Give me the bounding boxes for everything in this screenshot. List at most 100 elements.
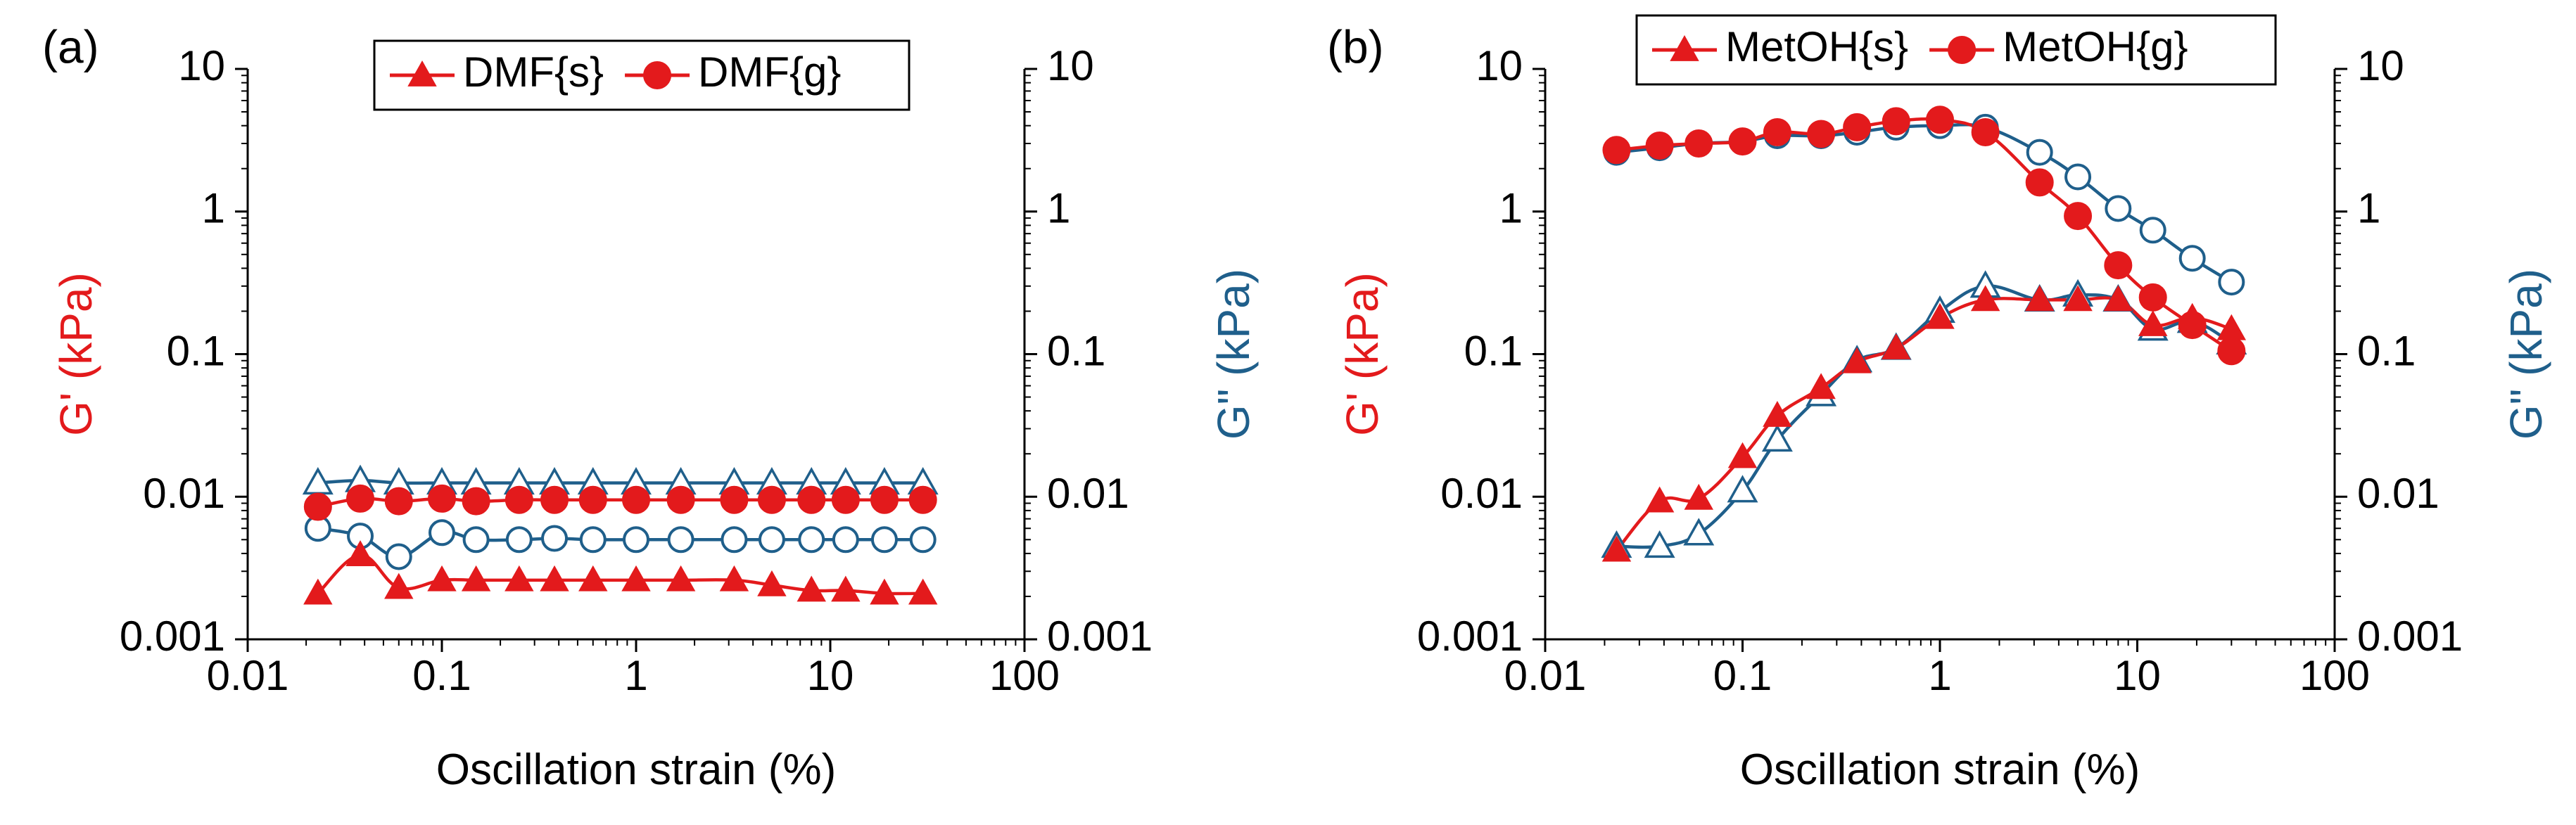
data-point	[578, 485, 607, 514]
x-tick-label: 100	[989, 652, 1060, 699]
data-point	[505, 565, 534, 591]
data-point	[1926, 105, 1954, 134]
y-tick-label-left: 0.01	[1440, 470, 1523, 517]
x-axis-title: Oscillation strain (%)	[1740, 746, 2140, 794]
data-point	[1761, 423, 1793, 452]
data-point	[720, 485, 749, 514]
data-point	[384, 573, 414, 599]
data-point	[666, 485, 695, 514]
data-point	[1842, 347, 1872, 373]
data-point	[870, 485, 899, 514]
legend-marker	[1670, 34, 1699, 61]
x-tick-label: 1	[624, 652, 647, 699]
data-point	[2138, 310, 2168, 336]
x-tick-label: 0.01	[1504, 652, 1587, 699]
data-point	[797, 575, 826, 602]
y-tick-label-left: 0.001	[120, 613, 225, 660]
y-tick-label-right: 0.01	[1047, 470, 1129, 517]
data-point	[2104, 251, 2133, 280]
data-point	[462, 487, 490, 516]
legend-label: DMF{g}	[698, 49, 841, 96]
data-point	[1925, 302, 1955, 329]
data-point	[909, 526, 937, 554]
data-point	[757, 485, 786, 514]
data-point	[870, 526, 898, 554]
legend-marker	[643, 61, 672, 89]
data-point	[1684, 129, 1713, 158]
y-tick-label-left: 1	[202, 185, 225, 232]
legend-label: MetOH{s}	[1725, 23, 1908, 70]
y-tick-label-left: 10	[1476, 42, 1523, 89]
data-point	[2064, 163, 2092, 191]
x-axis-title: Oscillation strain (%)	[436, 746, 836, 794]
data-point	[2217, 337, 2246, 366]
data-point	[2064, 202, 2093, 231]
data-point	[540, 565, 569, 591]
data-point	[908, 578, 938, 605]
x-tick-label: 10	[807, 652, 854, 699]
data-point	[798, 526, 825, 554]
data-point	[2138, 283, 2167, 312]
y-tick-label-left: 0.1	[167, 327, 225, 374]
series-markers-DMF{g}-left	[303, 484, 937, 521]
data-point	[831, 575, 861, 602]
series-markers-DMF{s}-left	[303, 540, 938, 605]
series-markers-MetOH{s}-right	[1601, 270, 2247, 558]
y-tick-label-right: 10	[2357, 42, 2404, 89]
y-tick-label-right: 1	[2357, 185, 2380, 232]
data-point	[870, 578, 899, 605]
data-point	[719, 565, 749, 591]
data-point	[1644, 530, 1675, 558]
y-tick-label-right: 0.1	[1047, 327, 1105, 374]
data-point	[346, 484, 375, 513]
data-point	[797, 485, 826, 514]
y-tick-label-left: 0.1	[1464, 327, 1523, 374]
data-point	[2103, 285, 2133, 312]
data-point	[757, 570, 787, 596]
data-point	[2105, 195, 2132, 222]
data-point	[2216, 314, 2247, 340]
data-point	[1645, 131, 1674, 160]
data-point	[505, 485, 533, 514]
data-point	[429, 519, 455, 546]
series-DMF{g}-left	[317, 497, 923, 509]
data-point	[2063, 285, 2093, 312]
y-tick-label-right: 0.001	[1047, 613, 1153, 660]
data-point	[578, 565, 608, 591]
data-point	[1843, 113, 1872, 141]
series-markers-MetOH{g}-left	[1602, 105, 2246, 366]
series-markers-MetOH{s}-left	[1601, 285, 2247, 562]
series-markers-DMF{g}-right	[304, 515, 937, 570]
panel-label: (a)	[42, 20, 99, 72]
data-point	[1882, 107, 1910, 136]
data-point	[2024, 285, 2055, 312]
data-point	[758, 526, 785, 554]
series-DMF{s}-right	[317, 478, 923, 485]
data-point	[2025, 168, 2054, 197]
data-point	[2178, 245, 2206, 272]
series-line	[317, 478, 923, 485]
data-point	[303, 492, 332, 521]
data-point	[623, 526, 649, 554]
y-tick-label-right: 0.01	[2357, 470, 2439, 517]
data-point	[345, 540, 375, 566]
data-point	[428, 484, 456, 513]
data-point	[666, 565, 696, 591]
data-point	[1763, 117, 1791, 146]
data-point	[908, 485, 937, 514]
data-point	[1882, 333, 1911, 359]
data-point	[1971, 117, 2000, 146]
data-point	[2026, 139, 2053, 166]
data-point	[1728, 127, 1757, 156]
data-point	[1806, 373, 1836, 399]
x-tick-label: 1	[1928, 652, 1951, 699]
series-line	[317, 527, 923, 558]
data-point	[2139, 217, 2166, 244]
x-tick-label: 100	[2299, 652, 2370, 699]
data-point	[622, 485, 650, 514]
data-point	[1684, 483, 1713, 510]
data-point	[1601, 535, 1632, 562]
